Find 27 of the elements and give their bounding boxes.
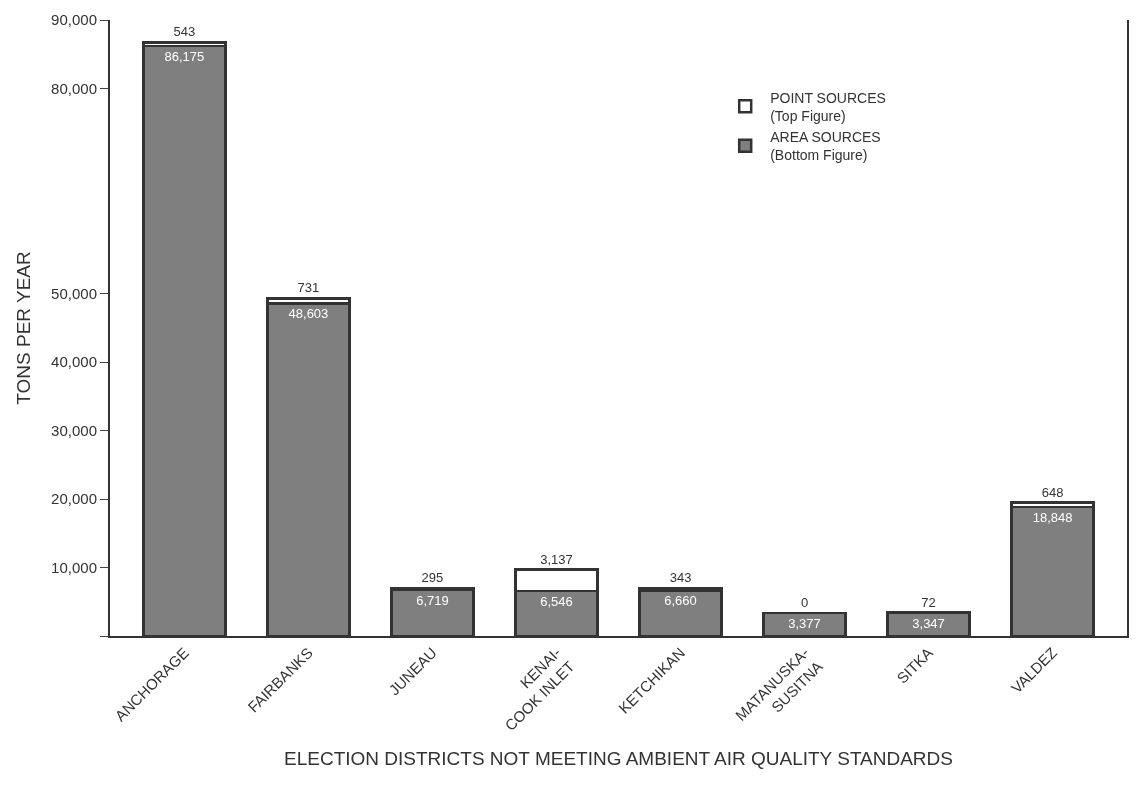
data-label: 72 — [921, 594, 936, 610]
data-label: 731 — [297, 280, 320, 296]
data-label: 18,848 — [1032, 510, 1073, 525]
y-tick-label: 80,000 — [51, 79, 97, 97]
legend-label: AREA SOURCES (Bottom Figure) — [770, 129, 881, 164]
y-tick-label: 10,000 — [51, 558, 97, 576]
data-label: 6,546 — [540, 594, 573, 610]
y-tick-label: 40,000 — [51, 353, 97, 371]
data-label: 48,603 — [288, 306, 329, 322]
data-label: 295 — [421, 569, 444, 585]
data-label: 543 — [173, 24, 196, 40]
x-axis-title: ELECTION DISTRICTS NOT MEETING AMBIENT AIR QUALITY STANDARDS — [284, 747, 953, 769]
y-tick-label: 50,000 — [51, 285, 97, 303]
y-tick-label: 20,000 — [51, 490, 97, 508]
data-label: 343 — [669, 570, 692, 586]
y-tick-label: 30,000 — [51, 421, 97, 439]
y-tick-label: 90,000 — [51, 11, 97, 29]
y-axis-title: TONS PER YEAR — [13, 251, 35, 405]
data-label: 0 — [800, 594, 809, 610]
data-label: 6,719 — [416, 593, 449, 609]
data-label: 3,347 — [912, 616, 945, 632]
data-label: 6,660 — [664, 593, 697, 609]
data-label: 3,377 — [788, 615, 821, 631]
data-label: 3,137 — [540, 551, 573, 567]
data-label: 648 — [1041, 484, 1064, 500]
data-label: 86,175 — [164, 49, 205, 65]
legend-label: POINT SOURCES (Top Figure) — [770, 89, 886, 124]
